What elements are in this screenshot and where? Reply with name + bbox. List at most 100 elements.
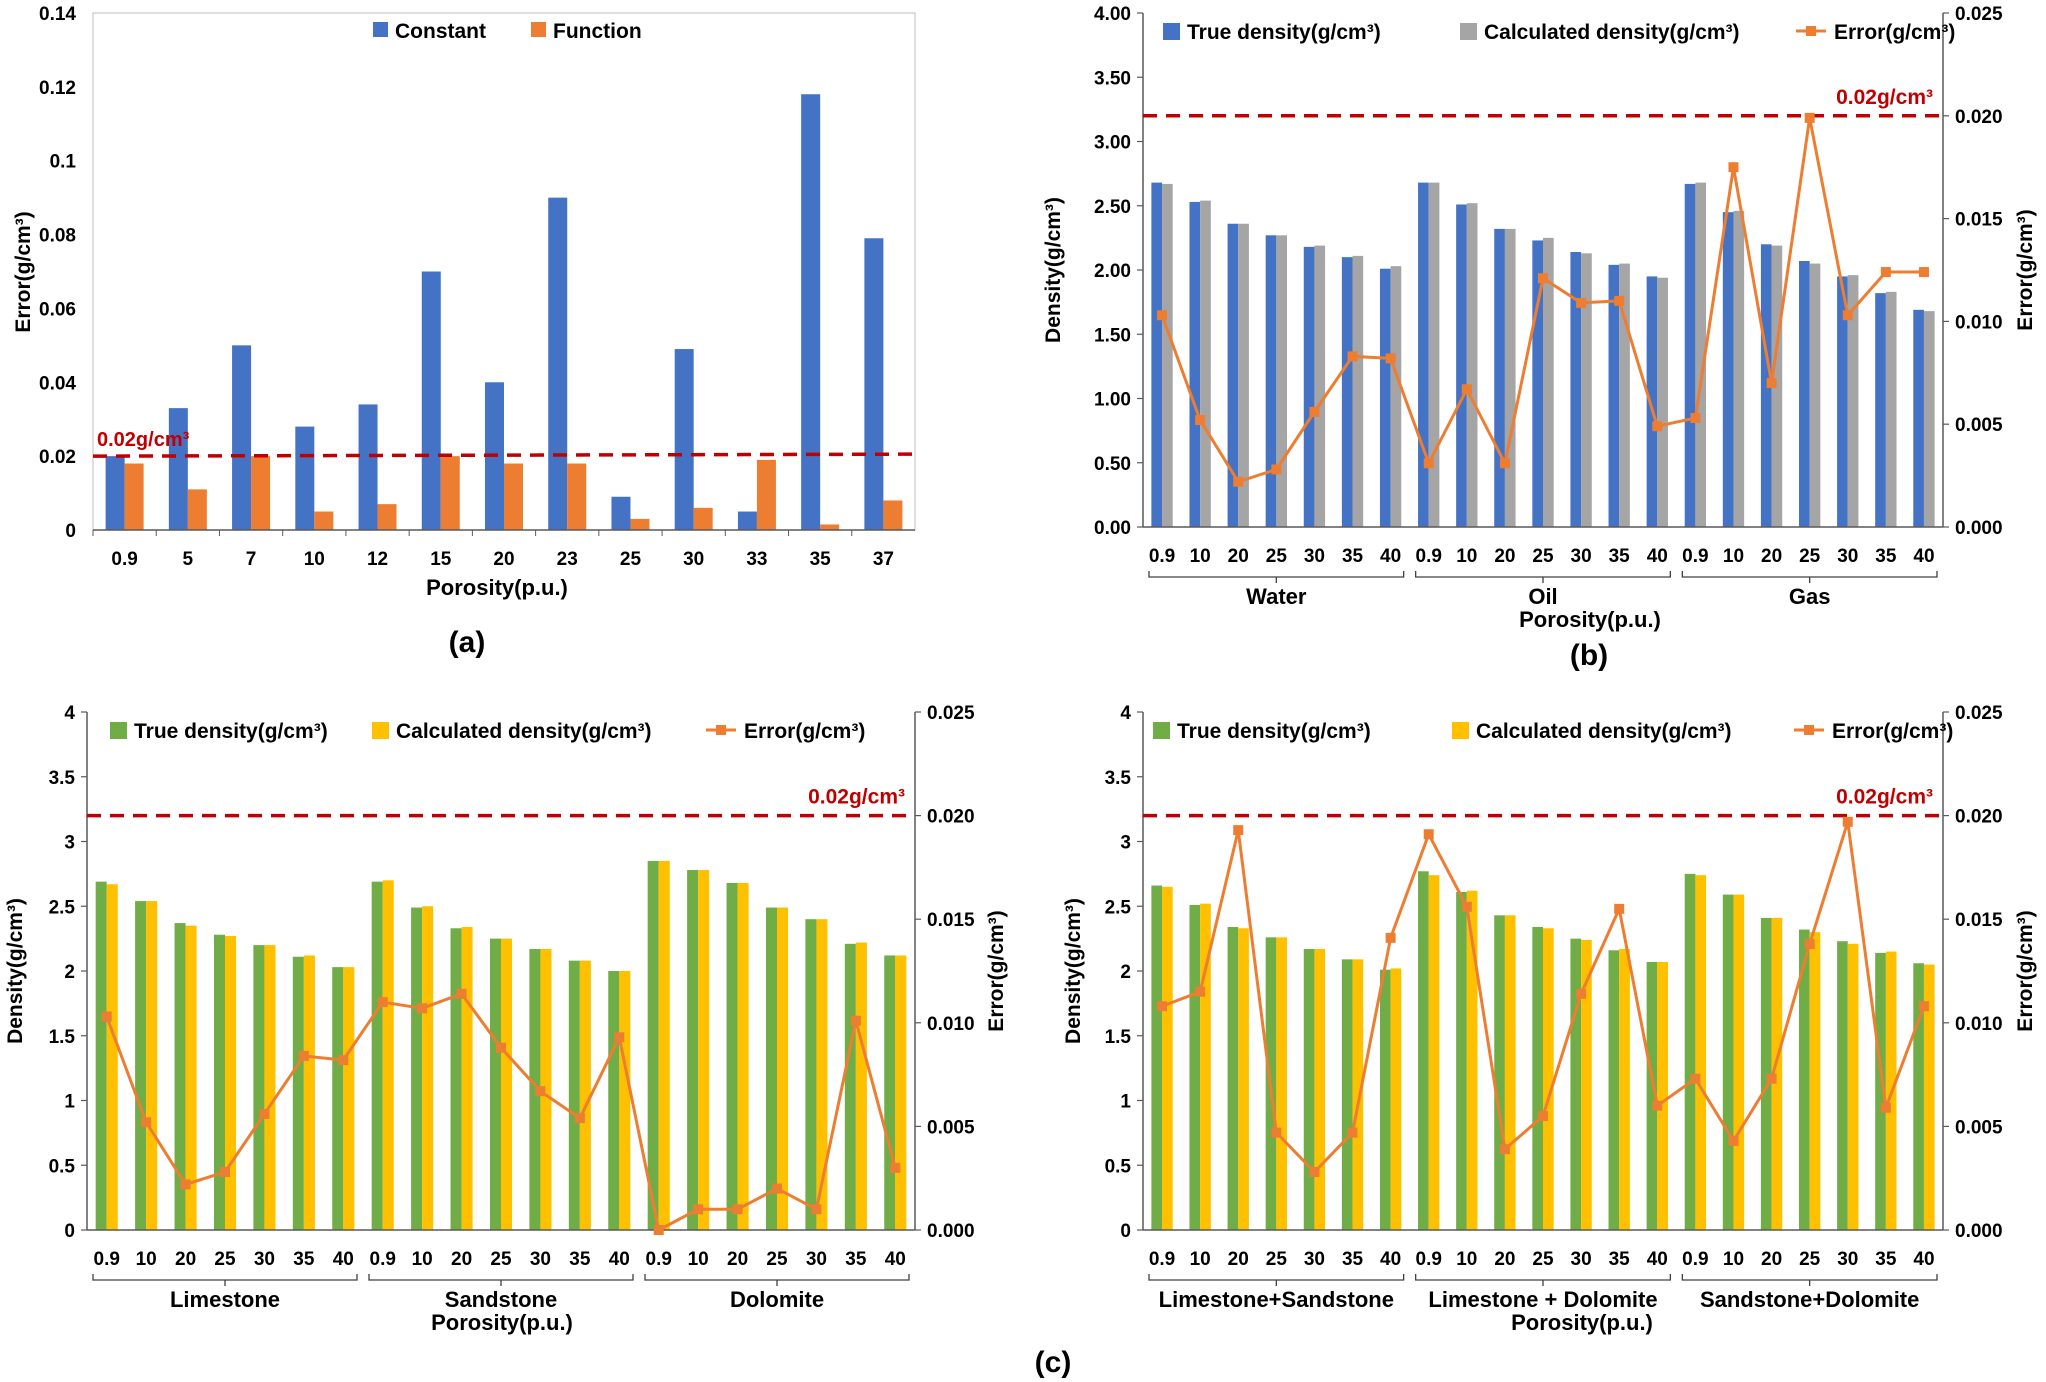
bar-calculated-density-16 (1771, 917, 1783, 1230)
legend-swatch-1 (1452, 722, 1469, 739)
bar-true-density-9 (450, 928, 462, 1230)
bar-true-density-14 (647, 860, 659, 1230)
bar-calculated-density-11 (1581, 939, 1592, 1230)
x-tick-label: 0.9 (1416, 546, 1442, 567)
y-tick-label: 0.12 (39, 78, 76, 99)
x-tick-label: 0.9 (1149, 546, 1175, 567)
bar-function-25 (630, 518, 650, 530)
error-point-12 (574, 1113, 585, 1124)
bar-true-density-10 (1532, 240, 1543, 527)
bar-constant-7 (232, 345, 252, 530)
panel-b-chart: 0.00 0.50 1.00 1.50 2.00 2.50 3.00 3.50 4.00 0.00… (1042, 4, 2037, 632)
bar-constant-15 (421, 271, 441, 530)
x-tick-label: 30 (1571, 546, 1592, 567)
bar-calculated-density-16 (737, 882, 749, 1230)
y-tick-label: 3.5 (1105, 768, 1132, 789)
x-tick-label: 25 (766, 1249, 788, 1270)
y-tick-label: 1.5 (1105, 1027, 1132, 1048)
bar-true-density-12 (1608, 950, 1620, 1230)
legend-label-2: Error(g/cm³) (1834, 21, 1955, 44)
y2-tick-label: 0.005 (927, 1117, 975, 1138)
y2-tick-label: 0.015 (1955, 210, 2003, 231)
bar-function-12 (377, 504, 397, 530)
bar-true-density-5 (1341, 257, 1353, 527)
y-tick-label: 0.06 (39, 299, 76, 320)
x-axis-title: Porosity(p.u.) (426, 575, 568, 600)
bar-calculated-density-10 (501, 938, 513, 1230)
error-point-17 (1804, 939, 1815, 950)
bar-function-5 (187, 489, 207, 530)
error-point-6 (1385, 353, 1396, 364)
bar-calculated-density-15 (1733, 210, 1745, 527)
bar-true-density-1 (135, 901, 147, 1230)
y-tick-label: 0.5 (49, 1156, 76, 1177)
bar-true-density-8 (411, 907, 423, 1230)
bar-true-density-11 (1570, 252, 1582, 527)
x-tick-label: 35 (1875, 546, 1897, 567)
y-tick-label: 4 (64, 703, 75, 724)
legend-swatch-function (531, 22, 546, 37)
bar-calculated-density-5 (303, 955, 315, 1230)
y-tick-label: 4.00 (1094, 4, 1131, 25)
bar-function-35 (820, 524, 840, 530)
error-point-18 (1842, 310, 1853, 321)
x-tick-label: 37 (873, 549, 894, 570)
group-bracket (1681, 571, 1938, 583)
x-tick-label: 35 (845, 1249, 867, 1270)
bar-true-density-5 (1341, 959, 1353, 1230)
bar-calculated-density-12 (1619, 263, 1630, 527)
y-tick-label: 0 (1120, 1221, 1131, 1242)
y2-tick-label: 0.010 (1955, 312, 2003, 333)
x-tick-label: 35 (1609, 1249, 1631, 1270)
error-point-14 (1690, 413, 1701, 424)
x-tick-label: 40 (1647, 546, 1668, 567)
error-point-20 (1918, 1001, 1929, 1012)
error-point-11 (1576, 297, 1587, 308)
bar-calculated-density-6 (1390, 266, 1402, 527)
error-point-2 (1233, 825, 1244, 836)
x-tick-label: 30 (254, 1249, 275, 1270)
error-point-12 (1614, 903, 1625, 914)
bar-true-density-17 (1799, 929, 1810, 1230)
bar-true-density-13 (1646, 961, 1658, 1230)
group-label: Limestone+Sandstone (1159, 1287, 1394, 1312)
bar-calculated-density-12 (1619, 948, 1630, 1230)
x-tick-label: 25 (1266, 546, 1288, 567)
bar-calculated-density-3 (1276, 937, 1287, 1230)
x-tick-label: 10 (304, 549, 325, 570)
bar-true-density-3 (213, 934, 225, 1230)
x-tick-label: 20 (1494, 546, 1515, 567)
bar-calculated-density-18 (816, 919, 828, 1230)
x-tick-label: 20 (1761, 546, 1782, 567)
bar-function-37 (883, 500, 903, 530)
group-bracket (644, 1274, 910, 1286)
error-point-2 (180, 1179, 191, 1190)
bar-function-0.9 (124, 463, 144, 530)
y-tick-label: 2.5 (49, 897, 76, 918)
error-point-1 (1195, 415, 1206, 426)
error-point-20 (890, 1162, 901, 1173)
bar-calculated-density-2 (185, 925, 197, 1230)
x-tick-label: 0.9 (1416, 1249, 1442, 1270)
bar-true-density-11 (529, 948, 541, 1230)
y-tick-label: 3.00 (1094, 133, 1131, 154)
y-tick-label: 2.5 (1105, 897, 1132, 918)
x-tick-label: 0.9 (646, 1249, 672, 1270)
x-tick-label: 10 (1456, 1249, 1477, 1270)
bar-true-density-15 (1722, 212, 1734, 528)
bar-constant-37 (864, 238, 884, 530)
x-tick-label: 40 (1380, 1249, 1401, 1270)
bar-calculated-density-2 (1238, 223, 1249, 528)
legend-marker-error (1804, 725, 1814, 735)
x-tick-label: 25 (1532, 1249, 1554, 1270)
error-point-0 (1157, 310, 1168, 321)
x-tick-label: 5 (183, 549, 194, 570)
bar-calculated-density-17 (777, 907, 789, 1230)
y-tick-label: 2.00 (1094, 261, 1131, 282)
x-tick-label: 10 (136, 1249, 157, 1270)
error-point-15 (1728, 162, 1739, 173)
x-tick-label: 23 (557, 549, 578, 570)
bar-calculated-density-4 (264, 945, 276, 1230)
bar-true-density-9 (1494, 228, 1505, 527)
bar-calculated-density-1 (1200, 903, 1211, 1230)
